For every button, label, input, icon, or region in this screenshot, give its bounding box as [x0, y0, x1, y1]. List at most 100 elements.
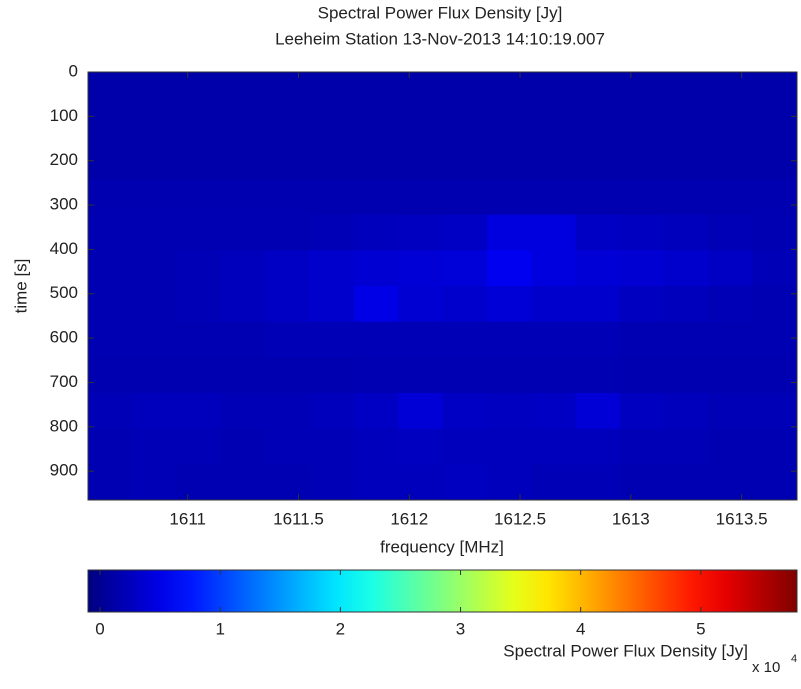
heatmap-cell [88, 321, 133, 358]
colorbar-tick-label: 5 [696, 619, 705, 638]
heatmap-cell [88, 286, 133, 323]
heatmap-cell [220, 464, 266, 501]
heatmap-cell [88, 428, 133, 465]
y-tick-label: 800 [50, 416, 78, 435]
heatmap-cell [132, 179, 178, 216]
heatmap-cell [442, 286, 488, 323]
y-tick-label: 300 [50, 195, 78, 214]
heatmap-cell [353, 179, 399, 216]
heatmap-cell [442, 107, 488, 144]
x-tick-label: 1613.5 [716, 509, 768, 528]
heatmap-cell [220, 357, 266, 394]
colorbar-tick-label: 0 [95, 619, 104, 638]
heatmap-cell [309, 464, 355, 501]
heatmap-cell [575, 214, 621, 251]
heatmap-cell [486, 464, 532, 501]
heatmap-cell [575, 428, 621, 465]
heatmap-cell [132, 321, 178, 358]
heatmap-cell [309, 179, 355, 216]
heatmap-cell [752, 428, 798, 465]
heatmap-cell [708, 143, 754, 180]
heatmap-cell [664, 321, 709, 358]
colorbar-tick-label: 2 [336, 619, 345, 638]
heatmap-cell [220, 214, 266, 251]
y-tick-label: 700 [50, 372, 78, 391]
heatmap-cell [486, 428, 532, 465]
heatmap-cell [664, 357, 709, 394]
heatmap-cell [176, 357, 222, 394]
heatmap-cell [132, 393, 178, 430]
heatmap-cell [132, 464, 178, 501]
heatmap-cell [220, 179, 266, 216]
colorbar [87, 569, 798, 613]
heatmap-cell [575, 286, 621, 323]
heatmap-cell [619, 72, 665, 109]
heatmap-cell [752, 179, 798, 216]
heatmap-cell [309, 72, 355, 109]
heatmap-cell [442, 143, 488, 180]
heatmap-cell [132, 143, 178, 180]
heatmap-cell [132, 357, 178, 394]
heatmap-cell [664, 250, 709, 287]
heatmap-cell [575, 107, 621, 144]
heatmap-cell [708, 250, 754, 287]
y-tick-label: 200 [50, 150, 78, 169]
heatmap-cell [708, 357, 754, 394]
heatmap-cell [619, 107, 665, 144]
heatmap-cell [575, 464, 621, 501]
heatmap-cell [708, 393, 754, 430]
heatmap-cell [708, 321, 754, 358]
heatmap-cell [619, 179, 665, 216]
heatmap-cell [88, 107, 133, 144]
heatmap-cell [309, 214, 355, 251]
heatmap-cell [752, 143, 798, 180]
heatmap-cell [309, 428, 355, 465]
heatmap-cell [752, 393, 798, 430]
x-axis-label: frequency [MHz] [380, 537, 504, 556]
heatmap-cell [176, 286, 222, 323]
heatmap-cell [531, 357, 576, 394]
heatmap-cell [664, 214, 709, 251]
heatmap-cell [353, 143, 399, 180]
heatmap-cell [265, 143, 311, 180]
heatmap-cell [486, 179, 532, 216]
heatmap-cell [309, 357, 355, 394]
heatmap-cell [531, 464, 576, 501]
heatmap-cell [309, 393, 355, 430]
y-tick-label: 600 [50, 328, 78, 347]
x-tick-label: 1612 [390, 509, 428, 528]
heatmap-cell [619, 214, 665, 251]
heatmap-cell [309, 107, 355, 144]
heatmap-cell [575, 179, 621, 216]
heatmap-cell [531, 321, 576, 358]
heatmap-cell [619, 464, 665, 501]
colorbar-multiplier: x 10 [752, 659, 780, 676]
heatmap-cell [575, 143, 621, 180]
heatmap-cell [353, 214, 399, 251]
heatmap-cell [176, 72, 222, 109]
heatmap-cell [265, 464, 311, 501]
heatmap-cell [752, 464, 798, 501]
heatmap-cell [265, 214, 311, 251]
heatmap-cell [398, 250, 443, 287]
heatmap-cell [619, 357, 665, 394]
heatmap-cell [265, 179, 311, 216]
heatmap-cell [265, 250, 311, 287]
heatmap-cell [752, 107, 798, 144]
heatmap-cell [442, 428, 488, 465]
heatmap-cell [486, 72, 532, 109]
heatmap-cell [398, 428, 443, 465]
heatmap-cell [664, 286, 709, 323]
heatmap-cell [575, 250, 621, 287]
heatmap-cell [309, 250, 355, 287]
heatmap-cell [442, 214, 488, 251]
heatmap-cell [486, 393, 532, 430]
heatmap-cell [220, 428, 266, 465]
heatmap-cell [398, 393, 443, 430]
heatmap-cell [88, 464, 133, 501]
heatmap-cell [708, 286, 754, 323]
heatmap-cell [752, 250, 798, 287]
heatmap-cell [398, 321, 443, 358]
heatmap-cell [309, 286, 355, 323]
colorbar-label: Spectral Power Flux Density [Jy] [503, 641, 748, 660]
